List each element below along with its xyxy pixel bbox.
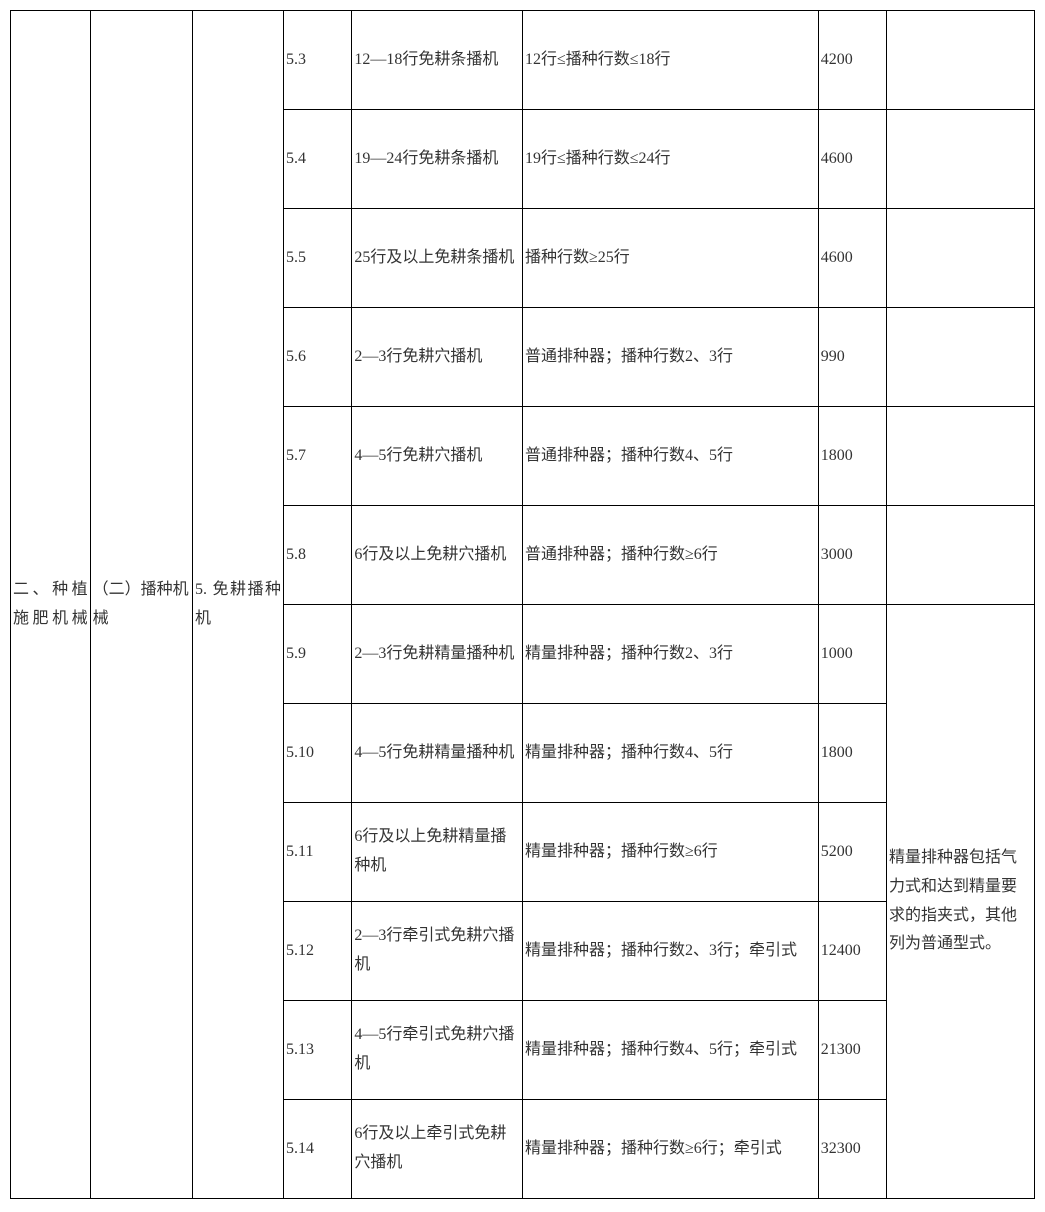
cell-note-merged: 精量排种器包括气力式和达到精量要求的指夹式，其他列为普通型式。	[887, 605, 1035, 1199]
cell-spec: 19行≤播种行数≤24行	[522, 110, 818, 209]
cell-number: 5.3	[284, 11, 352, 110]
cell-note	[887, 407, 1035, 506]
cell-number: 5.6	[284, 308, 352, 407]
cell-name: 25行及以上免耕条播机	[352, 209, 523, 308]
cell-note	[887, 209, 1035, 308]
category-l1: 二、种植施肥机械	[11, 11, 91, 1199]
cell-number: 5.11	[284, 803, 352, 902]
cell-note	[887, 506, 1035, 605]
cell-number: 5.12	[284, 902, 352, 1001]
cell-number: 5.8	[284, 506, 352, 605]
cell-name: 2—3行免耕精量播种机	[352, 605, 523, 704]
cell-price: 1800	[818, 407, 886, 506]
table-body: 二、种植施肥机械 （二）播种机械 5. 免耕播种机 5.3 12—18行免耕条播…	[11, 11, 1035, 1199]
table-row: 二、种植施肥机械 （二）播种机械 5. 免耕播种机 5.3 12—18行免耕条播…	[11, 11, 1035, 110]
cell-name: 6行及以上免耕精量播种机	[352, 803, 523, 902]
cell-spec: 精量排种器；播种行数4、5行；牵引式	[522, 1001, 818, 1100]
cell-price: 4200	[818, 11, 886, 110]
cell-spec: 12行≤播种行数≤18行	[522, 11, 818, 110]
cell-spec: 普通排种器；播种行数4、5行	[522, 407, 818, 506]
category-l2: （二）播种机械	[90, 11, 192, 1199]
cell-number: 5.10	[284, 704, 352, 803]
category-l3: 5. 免耕播种机	[193, 11, 284, 1199]
subsidy-table: 二、种植施肥机械 （二）播种机械 5. 免耕播种机 5.3 12—18行免耕条播…	[10, 10, 1035, 1199]
cell-name: 2—3行免耕穴播机	[352, 308, 523, 407]
cell-number: 5.5	[284, 209, 352, 308]
cell-spec: 精量排种器；播种行数4、5行	[522, 704, 818, 803]
cell-price: 32300	[818, 1100, 886, 1199]
cell-number: 5.9	[284, 605, 352, 704]
cell-price: 1000	[818, 605, 886, 704]
cell-number: 5.13	[284, 1001, 352, 1100]
cell-number: 5.7	[284, 407, 352, 506]
cell-name: 4—5行牵引式免耕穴播机	[352, 1001, 523, 1100]
cell-spec: 精量排种器；播种行数2、3行	[522, 605, 818, 704]
cell-name: 6行及以上牵引式免耕穴播机	[352, 1100, 523, 1199]
cell-name: 6行及以上免耕穴播机	[352, 506, 523, 605]
cell-spec: 精量排种器；播种行数2、3行；牵引式	[522, 902, 818, 1001]
cell-price: 4600	[818, 209, 886, 308]
cell-price: 990	[818, 308, 886, 407]
cell-name: 12—18行免耕条播机	[352, 11, 523, 110]
cell-price: 4600	[818, 110, 886, 209]
cell-number: 5.4	[284, 110, 352, 209]
cell-price: 3000	[818, 506, 886, 605]
cell-spec: 普通排种器；播种行数≥6行	[522, 506, 818, 605]
cell-price: 12400	[818, 902, 886, 1001]
cell-spec: 播种行数≥25行	[522, 209, 818, 308]
cell-note	[887, 11, 1035, 110]
cell-price: 1800	[818, 704, 886, 803]
cell-spec: 普通排种器；播种行数2、3行	[522, 308, 818, 407]
cell-price: 5200	[818, 803, 886, 902]
cell-price: 21300	[818, 1001, 886, 1100]
cell-number: 5.14	[284, 1100, 352, 1199]
cell-note	[887, 110, 1035, 209]
cell-spec: 精量排种器；播种行数≥6行	[522, 803, 818, 902]
cell-name: 19—24行免耕条播机	[352, 110, 523, 209]
cell-name: 4—5行免耕穴播机	[352, 407, 523, 506]
cell-note	[887, 308, 1035, 407]
cell-spec: 精量排种器；播种行数≥6行；牵引式	[522, 1100, 818, 1199]
cell-name: 2—3行牵引式免耕穴播机	[352, 902, 523, 1001]
cell-name: 4—5行免耕精量播种机	[352, 704, 523, 803]
